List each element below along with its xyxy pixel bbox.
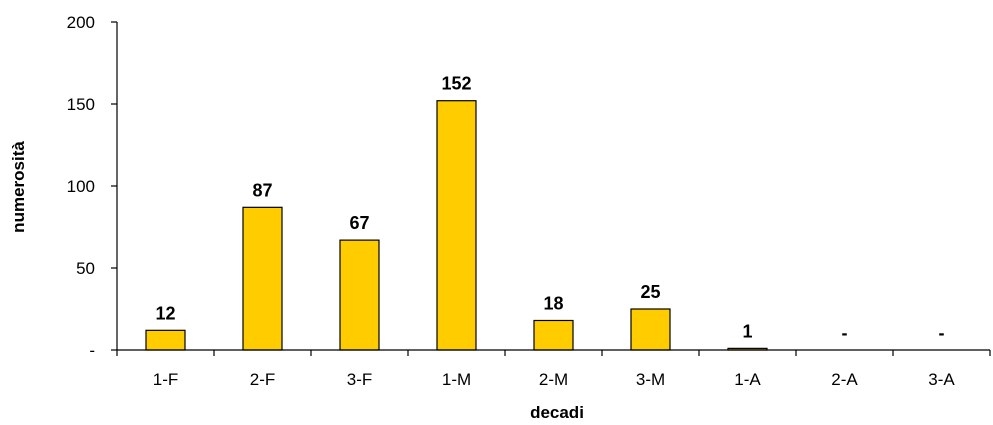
data-label-1-M: 152 [441,74,471,94]
x-axis-title: decadi [530,403,584,422]
bars [145,100,768,351]
data-label-3-A: - [939,323,945,343]
x-axis-ticks: 1-F 2-F 3-F 1-M 2-M 3-M 1-A 2-A 3-A [116,350,991,389]
x-tick-label: 1-F [153,370,179,389]
x-tick-label: 2-A [831,370,858,389]
data-labels: 12 87 67 152 18 25 1 - - [155,74,944,343]
data-label-2-M: 18 [543,293,563,313]
data-label-3-M: 25 [640,282,660,302]
x-tick-label: 3-F [347,370,373,389]
x-tick-label: 3-A [928,370,955,389]
bar-1-M [436,100,477,351]
data-label-1-F: 12 [155,303,175,323]
y-tick-label: 200 [67,13,95,32]
x-tick-label: 1-A [734,370,761,389]
x-tick-label: 1-M [442,370,471,389]
data-label-2-A: - [842,323,848,343]
data-label-2-F: 87 [252,180,272,200]
y-axis-ticks: - 50 100 150 200 [67,13,117,360]
x-tick-label: 3-M [636,370,665,389]
y-tick-label: 150 [67,95,95,114]
bar-2-M [533,319,574,351]
y-tick-label: - [89,341,95,360]
data-label-3-F: 67 [349,213,369,233]
y-axis-title: numerosità [9,141,28,233]
x-tick-label: 2-M [539,370,568,389]
y-tick-label: 50 [76,259,95,278]
bar-3-M [630,308,671,351]
x-tick-label: 2-F [250,370,276,389]
bar-3-F [339,239,380,351]
bar-1-F [145,329,186,351]
y-tick-label: 100 [67,177,95,196]
bar-2-F [242,206,283,351]
data-label-1-A: 1 [742,321,752,341]
